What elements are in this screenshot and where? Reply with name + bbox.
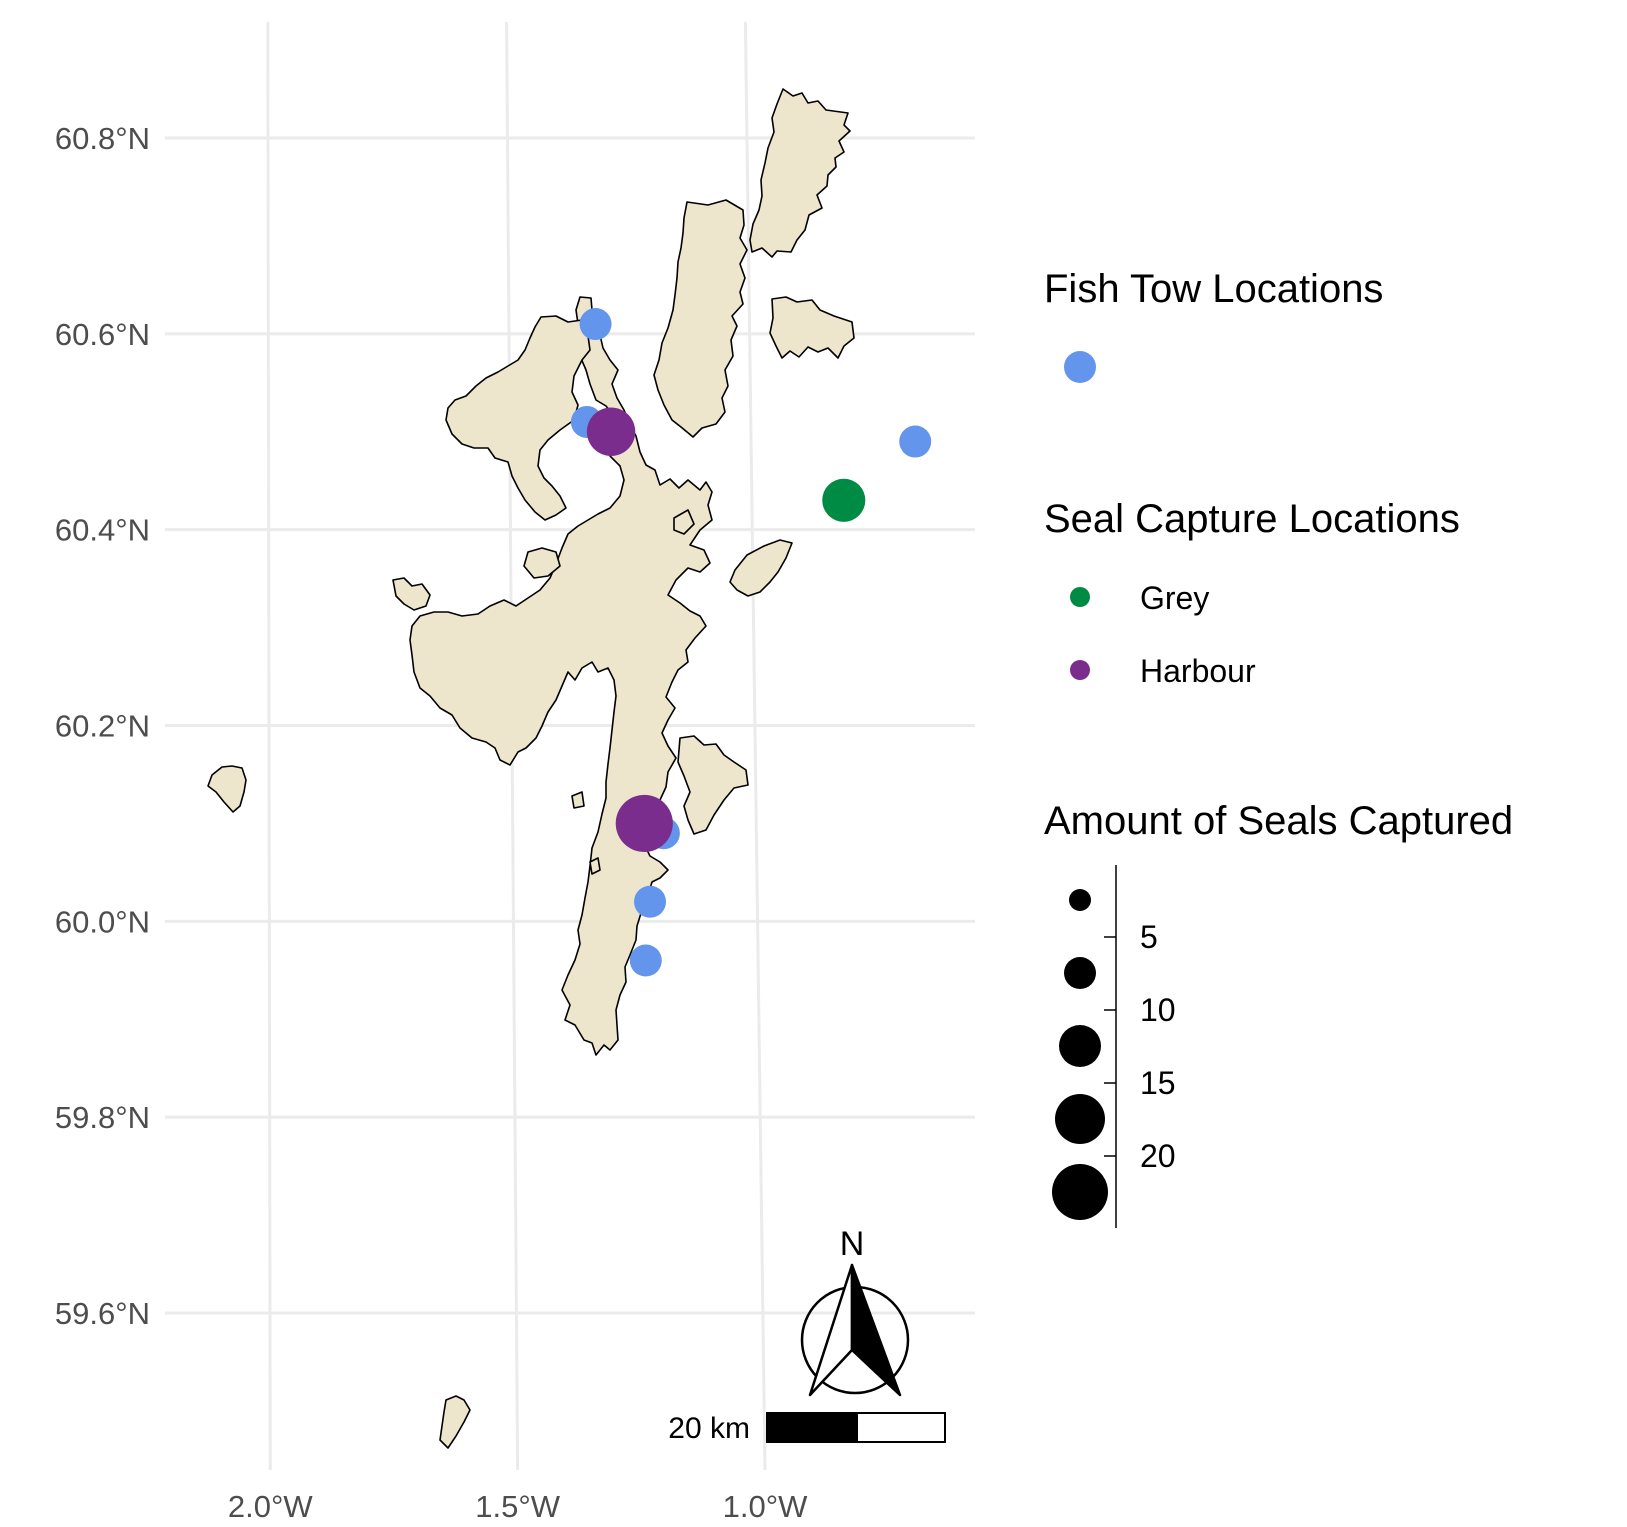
islet (673, 509, 695, 535)
island-fetlar (769, 296, 855, 359)
legend-harbour-label: Harbour (1140, 653, 1256, 689)
legend-grey-label: Grey (1140, 580, 1209, 616)
islet (589, 857, 601, 875)
legend-size-label: 10 (1140, 992, 1176, 1028)
island-papa-stour (392, 577, 431, 611)
lon-tick-label: 1.0°W (723, 1489, 808, 1524)
legend: Fish Tow Locations Seal Capture Location… (1044, 267, 1513, 1228)
lat-tick-label: 60.4°N (55, 513, 150, 548)
island-yell (653, 199, 748, 438)
island-fair-isle (439, 1395, 471, 1449)
legend-size-key (1069, 889, 1091, 911)
legend-size-label: 15 (1140, 1065, 1176, 1101)
island-bressay (677, 735, 749, 835)
legend-fish-key (1064, 351, 1096, 383)
lon-tick-label: 1.5°W (475, 1489, 560, 1524)
fish-tow-point (634, 885, 667, 918)
island-mainland (409, 296, 713, 1056)
lat-tick-label: 60.8°N (55, 121, 150, 156)
legend-size-title: Amount of Seals Captured (1044, 799, 1513, 843)
island-foula (207, 765, 247, 813)
lat-tick-label: 60.2°N (55, 709, 150, 744)
scale-bar-light-segment (856, 1412, 946, 1443)
lon-gridline (743, 21, 767, 1471)
island-whalsay (729, 539, 793, 597)
lon-tick-label: 2.0°W (228, 1489, 313, 1524)
islet (523, 547, 561, 579)
seal-capture-point (822, 478, 866, 522)
north-arrow-label: N (840, 1225, 865, 1263)
legend-size-key (1059, 1025, 1101, 1067)
lat-tick-label: 59.6°N (55, 1296, 150, 1331)
seal-capture-point (615, 794, 673, 852)
seal-capture-point (586, 407, 636, 456)
fish-tow-point (629, 944, 662, 977)
north-arrow: N (800, 1225, 910, 1397)
legend-harbour-key (1070, 660, 1090, 680)
legend-size-label: 20 (1140, 1138, 1176, 1174)
lat-tick-label: 60.6°N (55, 317, 150, 352)
lat-tick-label: 59.8°N (55, 1100, 150, 1135)
north-arrow-left-half (808, 1263, 854, 1397)
legend-size-key (1055, 1094, 1105, 1144)
north-arrow-right-half (850, 1263, 902, 1397)
legend-fish-title: Fish Tow Locations (1044, 267, 1383, 311)
fish-tow-point (579, 308, 612, 341)
scale-bar-label: 20 km (668, 1412, 750, 1445)
legend-size-key (1052, 1164, 1108, 1220)
shetland-landmass (207, 88, 855, 1449)
legend-size-label: 5 (1140, 919, 1158, 955)
scale-bar-dark-segment (766, 1412, 858, 1443)
islet (571, 791, 585, 809)
legend-grey-key (1070, 587, 1090, 607)
scale-bar: 20 km (668, 1412, 946, 1445)
lon-gridline (266, 21, 272, 1471)
latitude-axis-labels: 60.8°N 60.6°N 60.4°N 60.2°N 60.0°N 59.8°N 59.6… (55, 121, 150, 1331)
island-northmavine (445, 315, 591, 521)
legend-seal-title: Seal Capture Locations (1044, 497, 1460, 541)
island-unst (749, 88, 851, 258)
seal-capture-points (586, 407, 866, 852)
fish-tow-point (899, 425, 932, 458)
longitude-axis-labels: 2.0°W 1.5°W 1.0°W (228, 1489, 808, 1524)
lat-tick-label: 60.0°N (55, 904, 150, 939)
legend-size-key (1064, 957, 1096, 989)
